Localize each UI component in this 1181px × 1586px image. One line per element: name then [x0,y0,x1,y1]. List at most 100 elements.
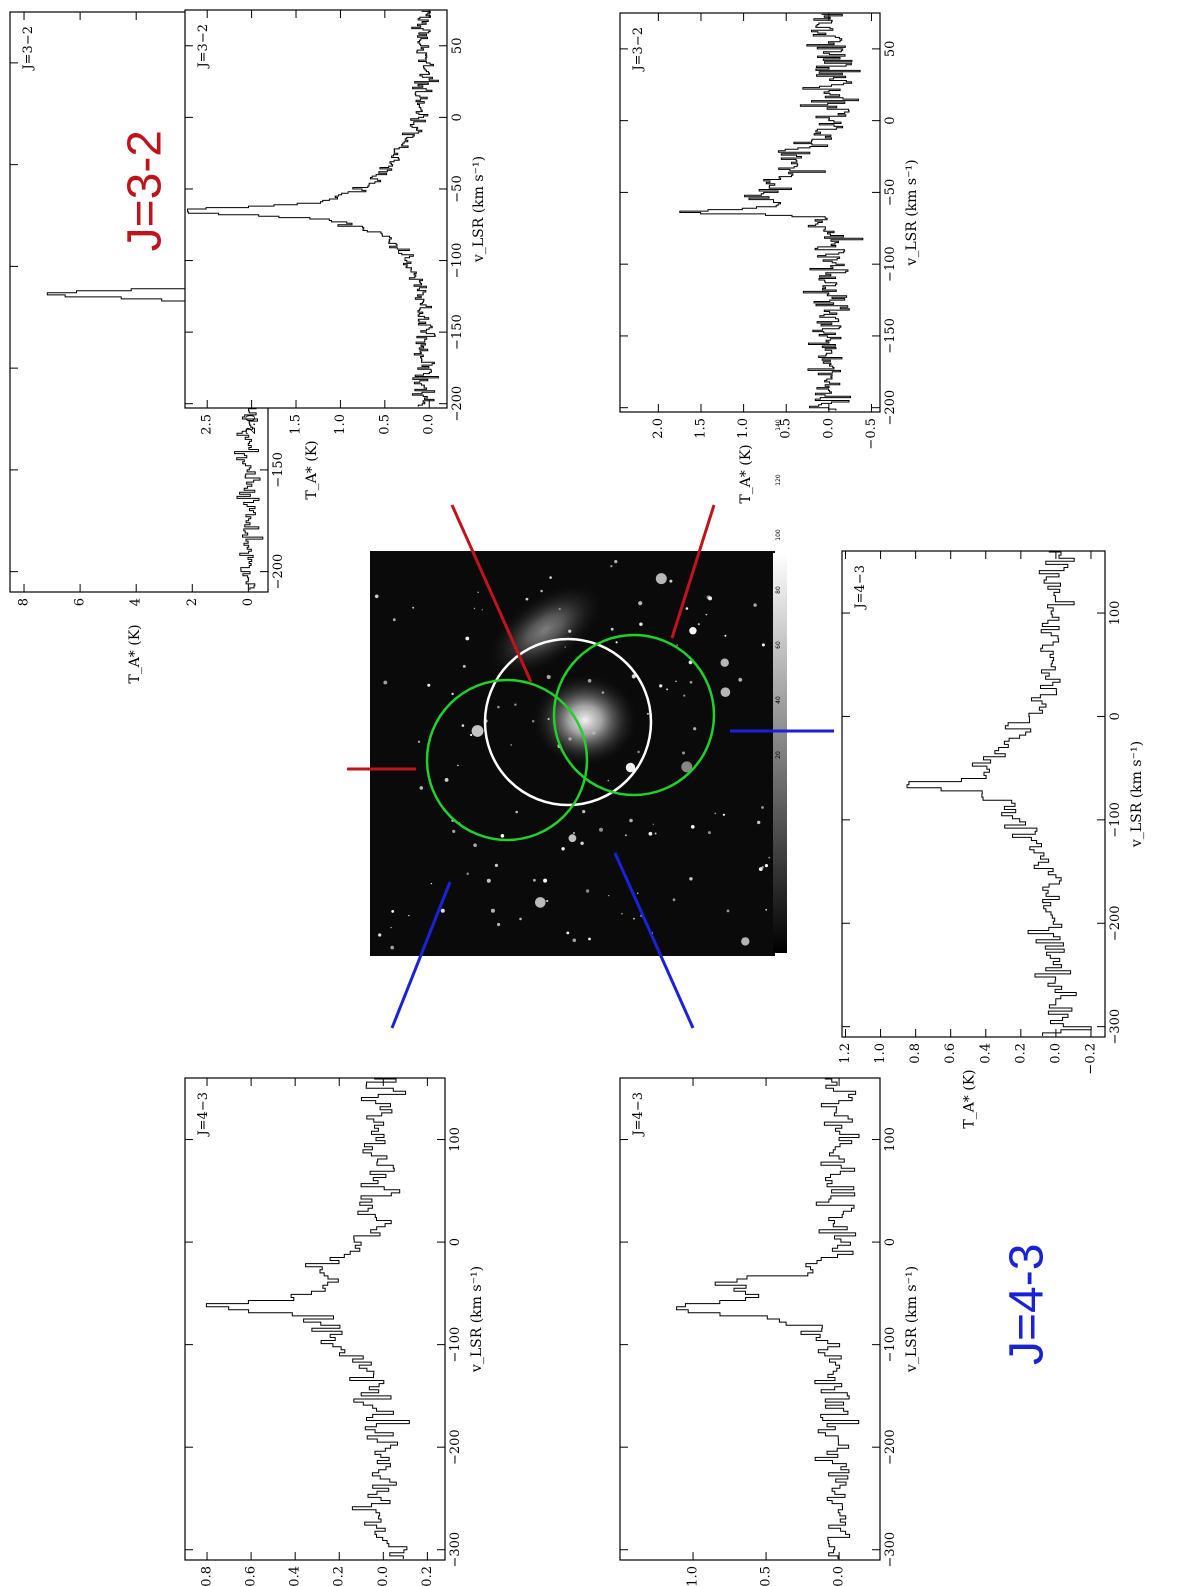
colorbar-strip [773,553,787,953]
transition-label: J=4−3 [196,1092,211,1138]
star [519,917,522,921]
star [543,878,548,883]
star [473,843,477,847]
star [515,810,518,814]
star [440,908,445,913]
star [465,636,470,641]
x-tick-label: −100 [450,243,465,279]
transition-label: J=4−3 [853,565,868,611]
label-j32: J=3-2 [119,130,172,251]
star [761,806,764,809]
star [608,894,610,897]
colorbar-tick-label: 40 [775,696,782,704]
star [546,675,551,679]
plot-frame [619,1077,881,1561]
star [722,813,726,816]
x-tick-label: −50 [883,179,898,206]
star [451,692,454,696]
star [708,596,713,601]
star [549,576,552,579]
y-axis-label: T_A* (K) [304,440,320,499]
star [676,644,678,646]
spectrum-line [676,1078,860,1559]
star [457,764,459,767]
x-tick-label: −300 [883,1532,898,1568]
y-tick-label: 1.0 [686,1566,701,1586]
star [510,744,512,746]
star [758,867,763,871]
star [390,945,395,950]
star [685,607,689,610]
y-tick-label: 2.0 [244,414,259,435]
y-tick-label: 2.5 [200,414,215,435]
star [374,594,379,599]
y-tick-label: 0.8 [908,1043,923,1064]
star [444,778,449,782]
y-tick-label: 0.0 [832,1566,847,1586]
star [471,725,484,737]
star [764,864,769,868]
star [500,834,505,838]
star [533,878,536,882]
x-tick-label: −200 [448,1429,463,1465]
star [682,751,685,755]
x-tick-label: 100 [448,1127,463,1152]
star [490,908,495,913]
y-tick-label: 0 [241,598,256,606]
star [610,627,614,631]
star [412,606,415,609]
star [383,680,388,685]
plot-frame [619,12,881,413]
star [497,922,501,927]
transition-label: J=3−2 [196,24,211,70]
x-axis-label: v_LSR (km s⁻¹) [904,1266,920,1373]
star [419,786,424,790]
star [757,820,761,825]
x-axis-label: v_LSR (km s⁻¹) [1129,741,1145,848]
star [714,812,717,815]
y-tick-label: 0.5 [779,418,794,439]
x-tick-label: 0 [883,116,898,124]
pointer-blue-left [390,881,452,1029]
y-tick-label: −0.2 [420,1566,435,1586]
star [561,847,565,851]
beam-circle-white [483,637,653,807]
beam-circle-green-left [425,678,589,842]
star [761,866,764,869]
transition-label: J=3−2 [21,26,36,72]
y-tick-label: −0.5 [864,418,879,450]
colorbar-ticks: 20 40 60 80 100 120 140 [775,419,782,759]
star [473,607,476,610]
star [691,825,695,829]
x-tick-label: 0 [1108,712,1123,720]
star [629,818,633,823]
y-tick-label: 1.0 [873,1043,888,1064]
y-tick-label: 1.0 [333,414,348,435]
star [461,724,465,727]
spectrum-panel-ml: −300 −200 −100 0 100 −0.2 0.0 0.2 0.4 0.6 0.8 J=4−3… [184,1077,485,1586]
nebula-core [530,672,640,768]
x-tick-label: −300 [1108,1009,1123,1045]
pointer-red-topright [450,504,533,683]
star [724,634,727,637]
y-tick-label: 1.5 [694,418,709,439]
plot-frame [184,9,448,409]
star [738,677,743,682]
star [675,680,677,683]
star [639,622,643,626]
star [689,877,693,881]
star [390,926,392,929]
star [546,899,549,903]
star [494,863,498,868]
x-axis-label: v_LSR (km s⁻¹) [469,1266,485,1373]
star [689,680,693,684]
x-tick-label: 0 [448,1238,463,1246]
star [697,623,700,626]
y-axis-label: T_A* (K) [738,444,754,503]
star [572,831,576,835]
star [514,703,517,706]
star [652,823,654,825]
star [430,882,433,885]
star [637,892,639,894]
